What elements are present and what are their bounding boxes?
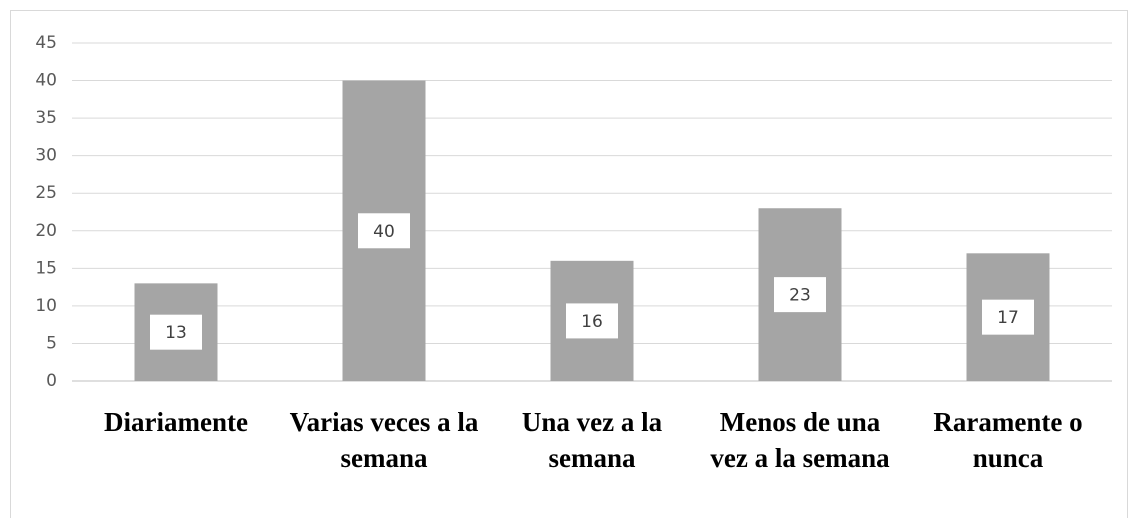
y-tick-label: 0 [46,371,57,391]
y-tick-label: 40 [35,71,57,91]
x-tick-label: Una vez a la semana [521,407,663,473]
y-tick-label: 15 [35,258,57,278]
x-tick-label: Menos de una vez a la semana [710,407,890,473]
data-label-box [566,303,618,339]
y-tick-label: 10 [35,296,57,316]
data-label-box [982,299,1034,335]
data-label: 23 [789,286,811,306]
data-label-box [774,277,826,313]
y-tick-label: 5 [46,333,57,353]
data-label: 13 [165,323,187,343]
y-tick-label: 45 [35,33,57,53]
data-label: 16 [581,312,603,332]
data-label: 17 [997,308,1019,328]
data-label: 40 [373,222,395,242]
data-label-box [150,314,202,350]
chart-border [10,10,1128,518]
x-tick-label: Raramente o nunca [933,407,1083,473]
y-tick-label: 35 [35,108,57,128]
y-tick-label: 25 [35,183,57,203]
x-tick-label: Diariamente [104,407,248,437]
y-tick-label: 30 [35,146,57,166]
x-tick-label: Varias veces a la semana [289,407,479,473]
data-label-box [358,213,410,249]
y-tick-label: 20 [35,221,57,241]
